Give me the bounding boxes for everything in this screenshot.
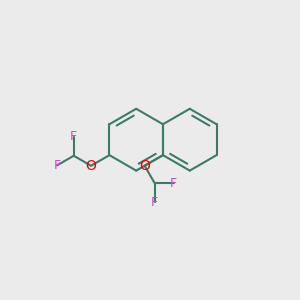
Text: O: O xyxy=(85,159,97,173)
Text: F: F xyxy=(170,177,177,190)
Text: F: F xyxy=(151,196,158,209)
Text: F: F xyxy=(70,130,77,143)
Text: F: F xyxy=(54,159,61,172)
Text: O: O xyxy=(139,159,150,173)
